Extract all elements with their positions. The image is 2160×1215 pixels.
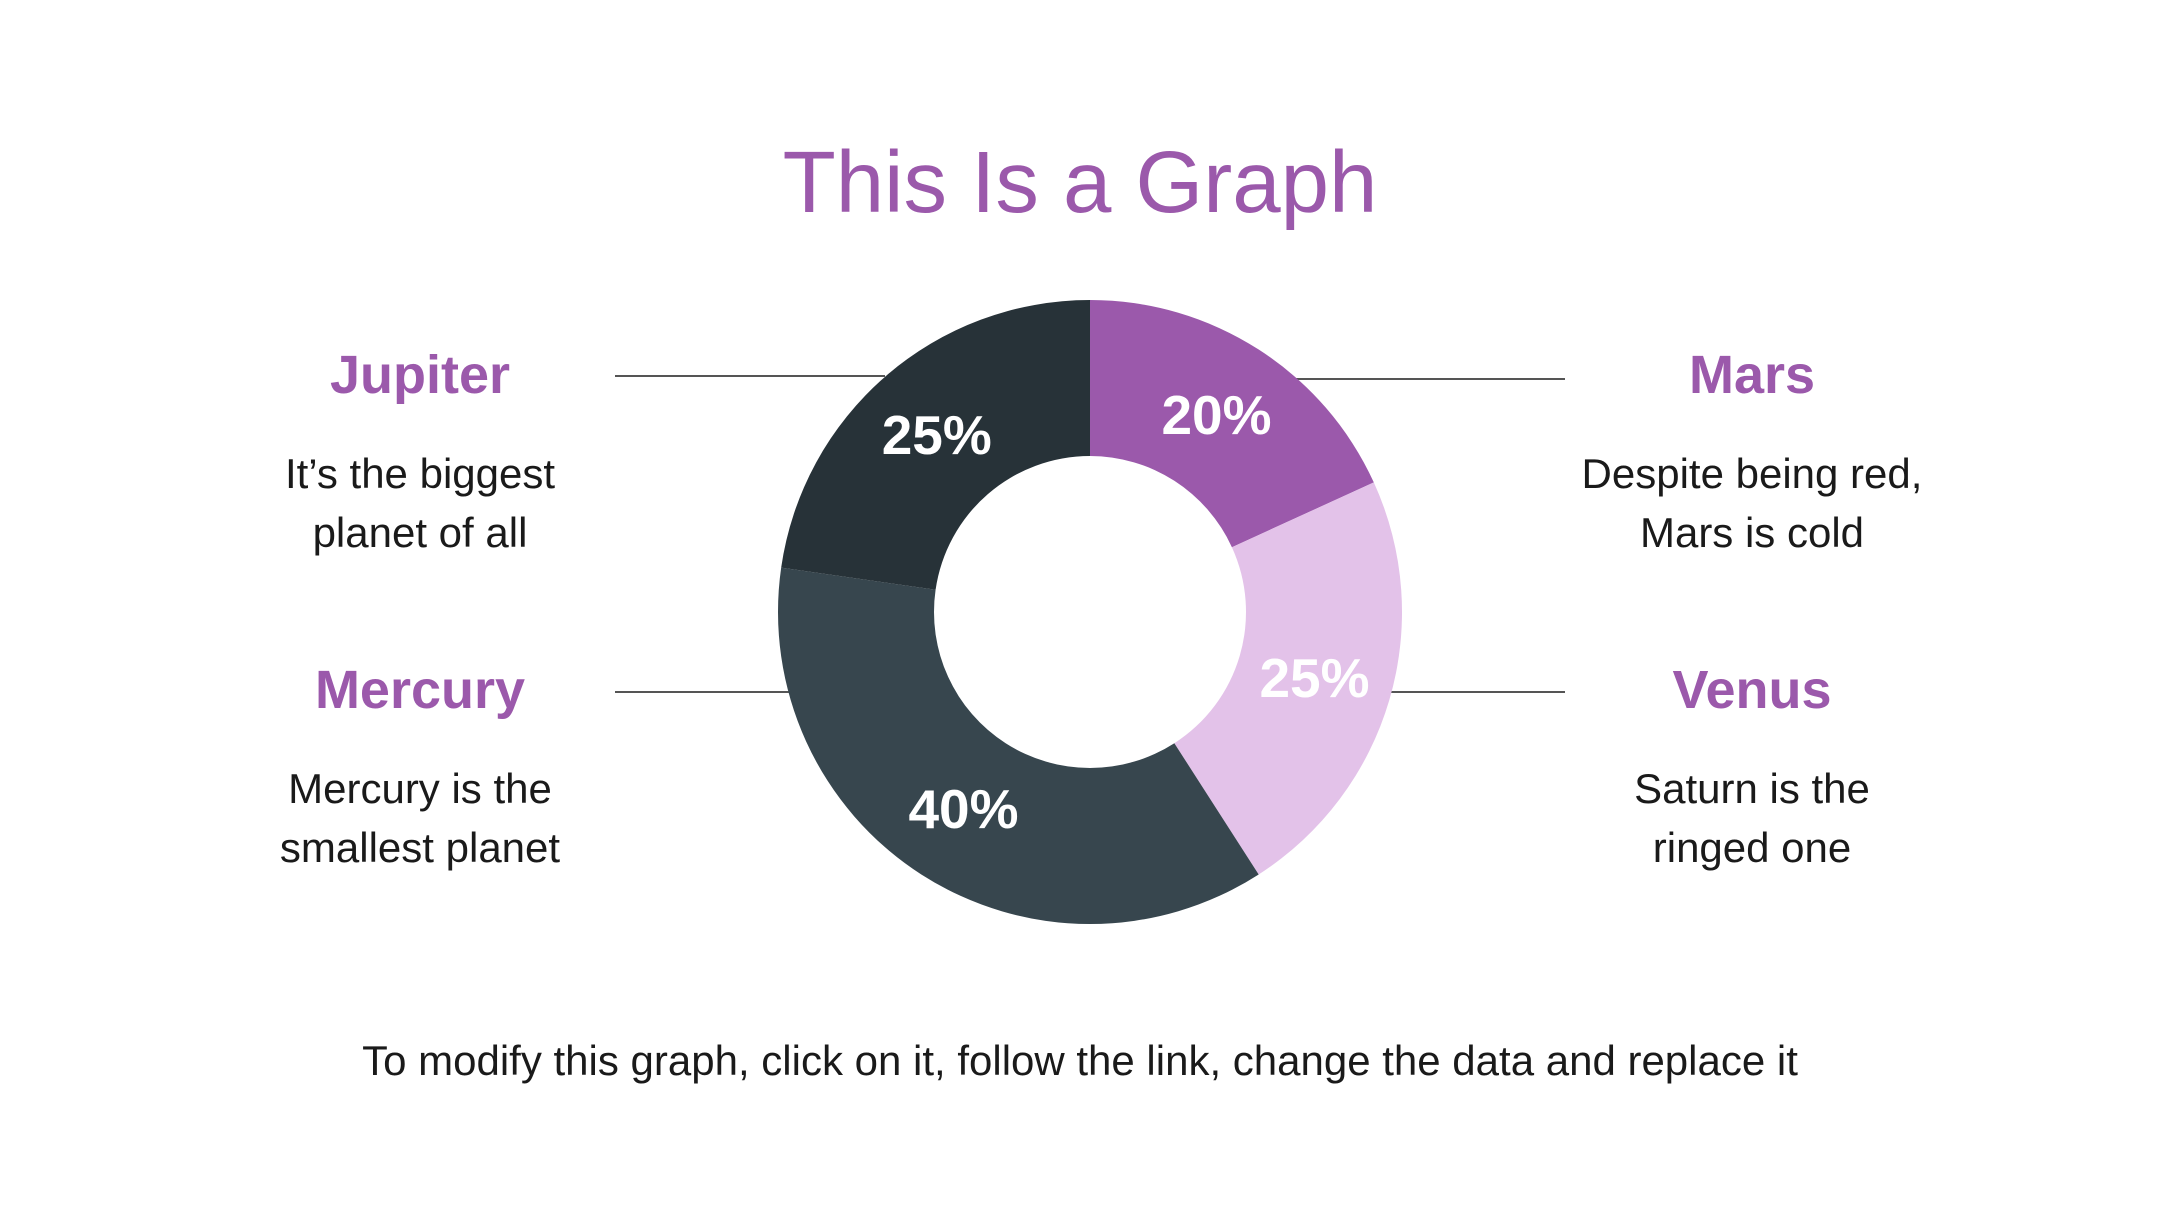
legend-block-mercury: Mercury Mercury is the smallest planet (200, 655, 640, 877)
planet-desc-line: Despite being red, (1581, 450, 1923, 497)
donut-slices (778, 300, 1402, 925)
planet-desc-line: It’s the biggest (284, 450, 556, 497)
donut-slice-venus[interactable] (1174, 482, 1402, 875)
planet-desc-line: Saturn is the (1634, 765, 1870, 812)
planet-name-venus: Venus (1672, 660, 1832, 720)
legend-block-mars: Mars Despite being red, Mars is cold (1532, 340, 1972, 562)
planet-desc-line: ringed one (1652, 824, 1852, 871)
donut-labels: 20% 25% 40% 25% (882, 384, 1370, 840)
donut-slice-jupiter[interactable] (781, 300, 1090, 590)
donut-slice-mercury[interactable] (778, 567, 1259, 925)
planet-desc-line: planet of all (312, 509, 528, 556)
legend-block-jupiter: Jupiter It’s the biggest planet of all (200, 340, 640, 562)
footer-instructions: To modify this graph, click on it, follo… (362, 1037, 1798, 1084)
donut-slice-mars[interactable] (1090, 300, 1374, 548)
planet-name-mercury: Mercury (314, 660, 526, 720)
planet-desc-venus: Saturn is the ringed one (1532, 759, 1972, 877)
page-title: This Is a Graph (782, 134, 1378, 231)
planet-desc-line: smallest planet (279, 824, 561, 871)
planet-desc-line: Mars is cold (1639, 509, 1865, 556)
legend-block-venus: Venus Saturn is the ringed one (1532, 655, 1972, 877)
slice-label-venus: 25% (1259, 647, 1369, 709)
planet-desc-mars: Despite being red, Mars is cold (1532, 444, 1972, 562)
planet-name-jupiter: Jupiter (329, 345, 511, 405)
leader-lines (615, 375, 1565, 693)
slice-label-mars: 20% (1161, 384, 1271, 446)
planet-desc-line: Mercury is the (288, 765, 552, 812)
planet-desc-mercury: Mercury is the smallest planet (200, 759, 640, 877)
slice-label-mercury: 40% (908, 778, 1018, 840)
planet-name-mars: Mars (1688, 345, 1816, 405)
planet-desc-jupiter: It’s the biggest planet of all (200, 444, 640, 562)
slice-label-jupiter: 25% (882, 404, 992, 466)
